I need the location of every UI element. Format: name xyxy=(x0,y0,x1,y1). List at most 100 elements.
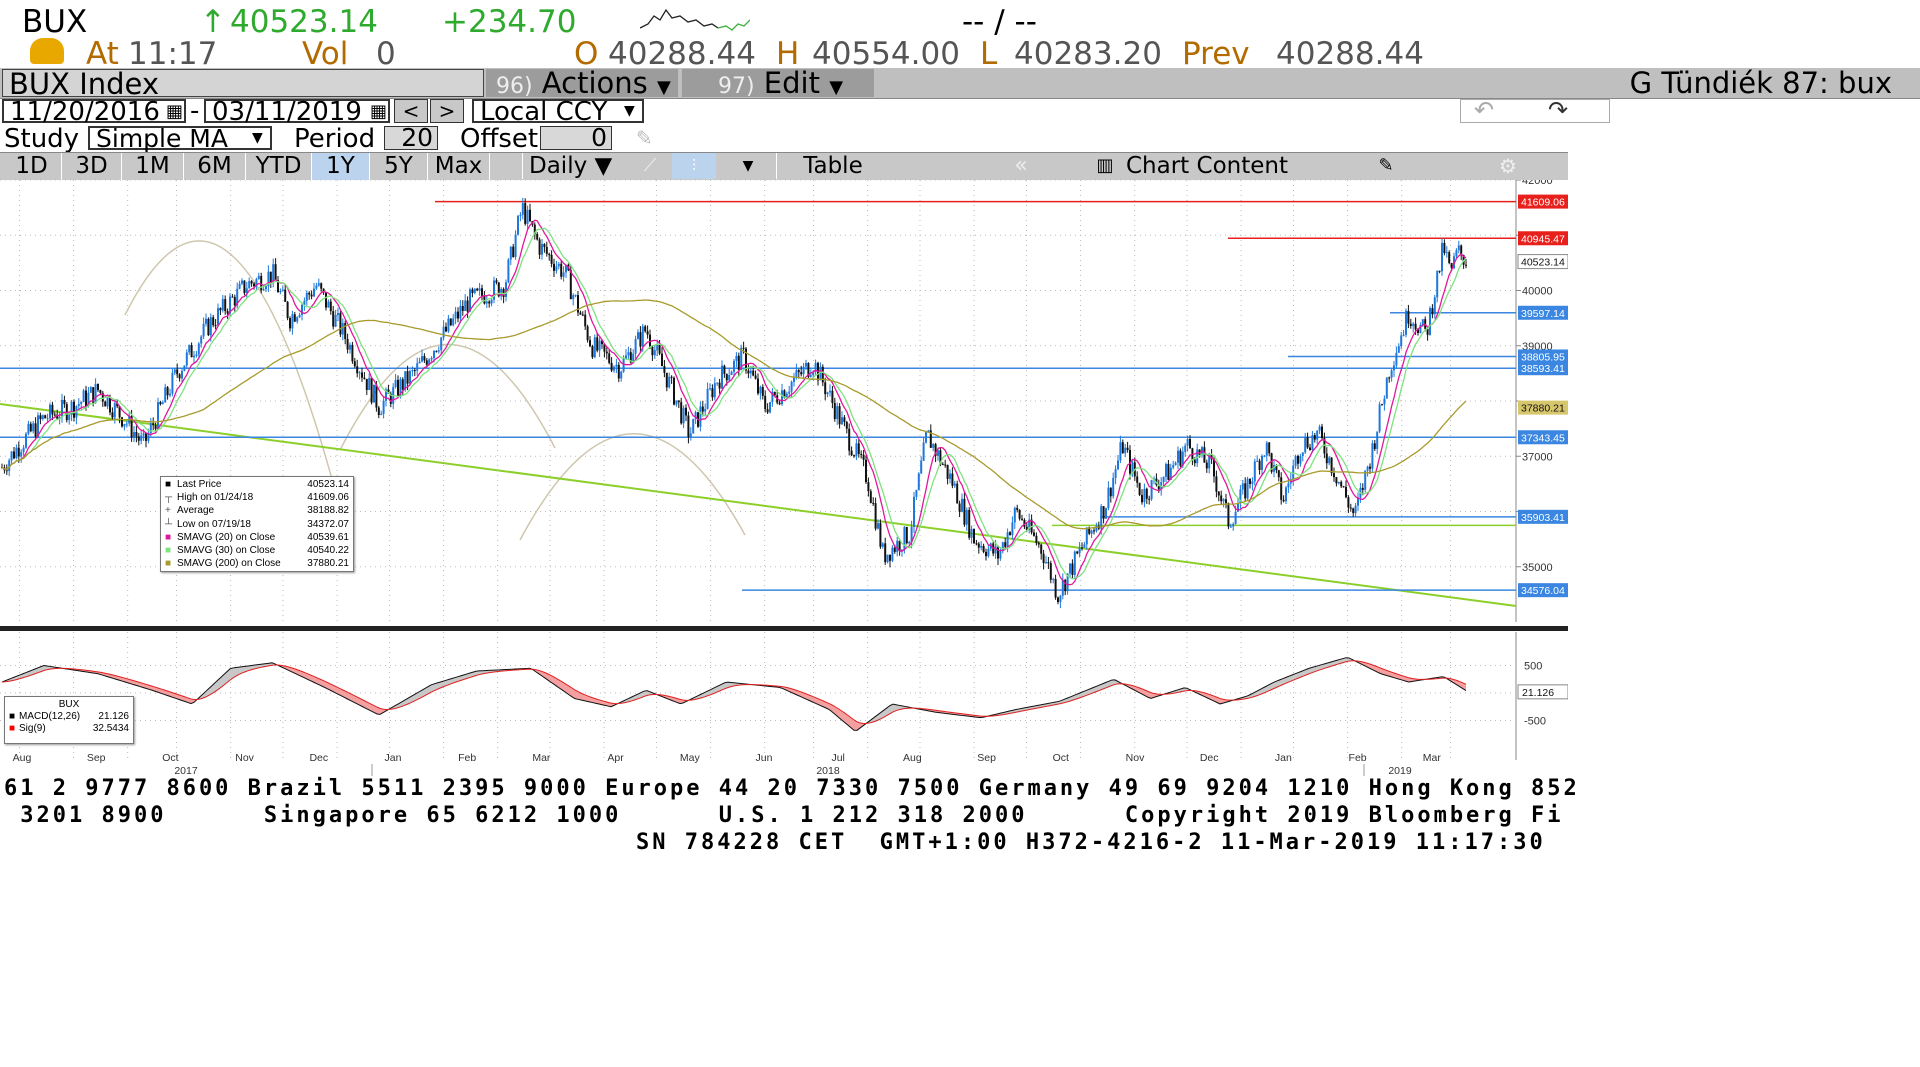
price-legend[interactable]: ■ Last Price 40523.14 ┬ High on 01/24/18 4160… xyxy=(160,476,354,573)
legend-swatch: ┬ xyxy=(165,492,173,504)
edit-menu[interactable]: 97) Edit ▼ xyxy=(682,69,874,99)
x-month-label: Jan xyxy=(1275,752,1292,764)
macd-fill xyxy=(437,682,440,690)
level-label: 40523.14 xyxy=(1521,257,1565,269)
candle-body xyxy=(1465,264,1467,266)
candle-body xyxy=(685,407,687,416)
currency-select[interactable]: Local CCY xyxy=(472,99,644,125)
annotate-icon[interactable]: ✎ xyxy=(1378,155,1394,176)
macd-fill xyxy=(470,672,473,678)
candle-body xyxy=(1376,431,1379,449)
candle-body xyxy=(790,381,793,392)
settings-gear-icon[interactable]: ⚙ xyxy=(1499,154,1517,178)
candle-body xyxy=(524,203,527,224)
offset-field[interactable]: 0 xyxy=(540,125,612,150)
candle-body xyxy=(1213,459,1215,477)
candle-body xyxy=(802,366,805,375)
candle-body xyxy=(740,347,743,371)
candle-body xyxy=(625,355,627,359)
candle-body xyxy=(505,282,507,297)
macd-fill xyxy=(731,682,734,687)
candle-body xyxy=(161,402,164,405)
candle-body xyxy=(214,325,217,327)
candle-body xyxy=(1265,442,1268,456)
candle-body xyxy=(737,355,740,371)
next-period-button[interactable]: > xyxy=(430,99,464,123)
candle-body xyxy=(826,392,829,395)
candle-body xyxy=(1256,460,1259,462)
level-label-box xyxy=(1518,305,1568,320)
macd-fill xyxy=(1217,697,1220,704)
end-date-field[interactable]: 03/11/2019 xyxy=(204,99,390,125)
undo-icon[interactable]: ↶ xyxy=(1474,96,1495,124)
actions-menu[interactable]: 96) Actions ▼ xyxy=(486,69,678,99)
price-chart[interactable]: 350003700039000400004200041609.0640945.4… xyxy=(0,180,1568,780)
candle-body xyxy=(1366,466,1369,471)
candle-body xyxy=(89,387,92,393)
macd-fill xyxy=(1103,682,1106,689)
candle-body xyxy=(1321,426,1323,439)
candle-body xyxy=(1078,547,1081,554)
table-button[interactable]: Table xyxy=(776,153,889,179)
start-date-field[interactable]: 11/20/2016 xyxy=(2,99,186,125)
macd-legend[interactable]: BUX ■ MACD(12,26) 21.126 ■ Sig(9) 32.5434 xyxy=(4,696,134,744)
range-button-ytd[interactable]: YTD xyxy=(246,153,312,180)
candle-body xyxy=(711,388,714,398)
study-select[interactable]: Simple MA xyxy=(88,126,272,151)
frequency-select[interactable]: Daily ▼ xyxy=(522,153,622,179)
collapse-icon[interactable]: « xyxy=(1014,153,1028,178)
candle-body xyxy=(953,483,956,486)
period-field[interactable]: 20 xyxy=(384,125,438,150)
gauge-icon[interactable] xyxy=(30,38,64,64)
candle-body xyxy=(255,279,258,287)
range-button-6m[interactable]: 6M xyxy=(184,153,246,180)
macd-fill xyxy=(230,667,233,681)
range-button-1d[interactable]: 1D xyxy=(2,153,62,180)
ticker-line-3: SN 784228 CET GMT+1:00 H372-4216-2 11-Ma… xyxy=(636,830,1546,855)
range-button-5y[interactable]: 5Y xyxy=(370,153,428,180)
candle-body xyxy=(476,288,479,291)
candle-body xyxy=(754,375,757,379)
calendar-icon[interactable]: ▦ xyxy=(370,101,388,122)
macd-fill xyxy=(164,689,167,696)
candle-body xyxy=(488,301,491,304)
candle-body xyxy=(1208,454,1211,469)
macd-fill xyxy=(806,693,809,701)
macd-fill xyxy=(815,697,818,705)
macd-fill xyxy=(323,680,326,689)
candle-body xyxy=(898,540,901,551)
range-button-1m[interactable]: 1M xyxy=(122,153,184,180)
pencil-icon[interactable]: ✎ xyxy=(636,126,653,150)
line-chart-icon[interactable]: ⟋ xyxy=(643,155,657,176)
macd-fill xyxy=(248,665,251,671)
candle-body xyxy=(171,372,174,394)
chart-content-button[interactable]: Chart Content xyxy=(1126,153,1288,179)
candle-body xyxy=(272,264,275,283)
candle-body xyxy=(1121,442,1124,454)
range-button-3d[interactable]: 3D xyxy=(62,153,122,180)
x-month-label: Dec xyxy=(1200,752,1219,764)
range-button-1y[interactable]: 1Y xyxy=(312,153,370,180)
candle-body xyxy=(169,393,171,396)
candle-body xyxy=(433,350,435,358)
candle-body xyxy=(1246,478,1249,499)
candle-body xyxy=(92,387,95,403)
prev-label: Prev xyxy=(1182,36,1250,72)
caret-down-icon[interactable]: ▼ xyxy=(742,158,754,174)
candle-body xyxy=(325,292,327,308)
calendar-icon[interactable]: ▦ xyxy=(166,101,184,122)
macd-fill xyxy=(227,668,230,683)
macd-fill xyxy=(1337,659,1340,665)
candle-body xyxy=(1371,443,1374,469)
macd-fill xyxy=(1331,661,1334,667)
candle-body xyxy=(274,264,277,281)
candle-body xyxy=(529,209,531,222)
macd-fill xyxy=(851,717,854,731)
candle-body xyxy=(1405,310,1407,335)
range-button-max[interactable]: Max xyxy=(428,153,490,180)
security-title[interactable]: BUX Index xyxy=(2,69,484,99)
candle-body xyxy=(445,326,447,332)
candle-chart-icon[interactable]: ⫶ xyxy=(672,153,716,179)
prev-period-button[interactable]: < xyxy=(394,99,428,123)
redo-icon[interactable]: ↷ xyxy=(1548,96,1569,124)
